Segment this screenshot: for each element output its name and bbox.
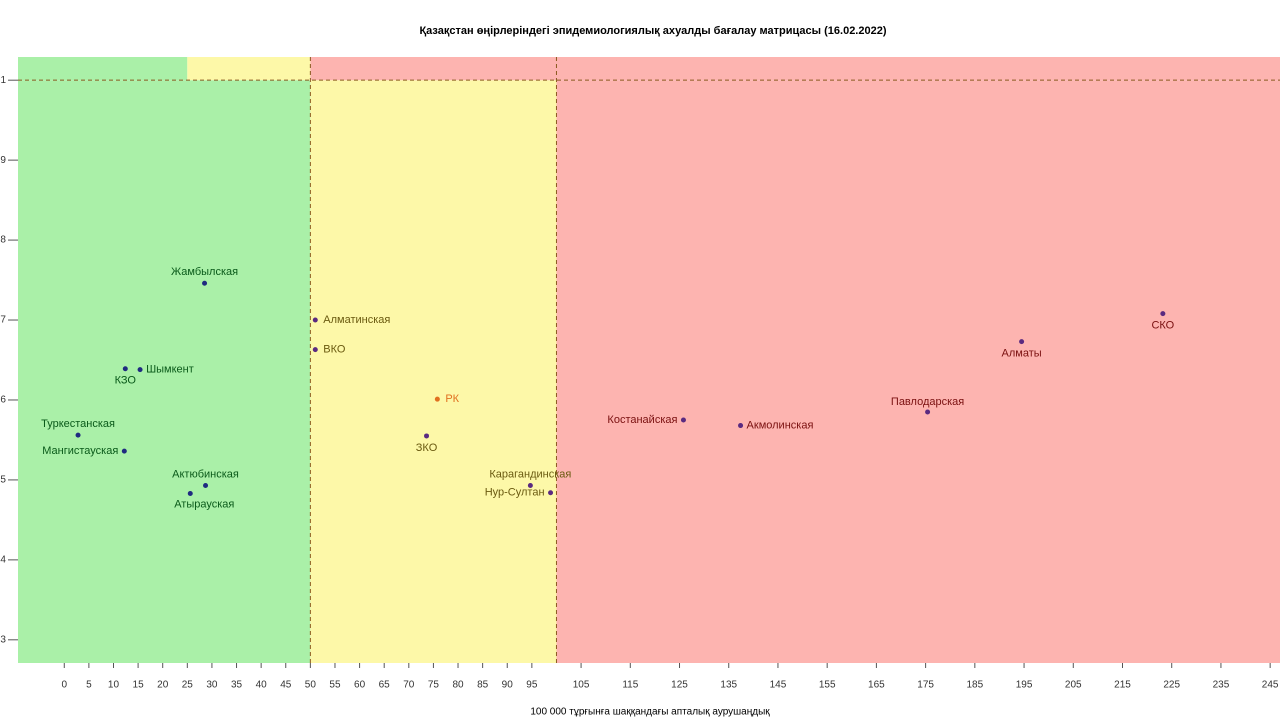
y-tick-label: 0.7 [0, 315, 6, 326]
y-tick-label: 0.5 [0, 475, 6, 486]
point-label: Акмолинская [747, 419, 814, 431]
x-tick-label: 85 [477, 680, 489, 691]
x-tick-label: 115 [622, 680, 638, 691]
x-tick-label: 30 [206, 680, 218, 691]
x-tick-label: 155 [819, 680, 836, 691]
y-tick-label: 0.9 [0, 155, 6, 166]
point-label: ВКО [323, 344, 346, 356]
y-tick-label: 0.3 [0, 634, 6, 645]
x-tick-label: 20 [157, 680, 169, 691]
zone [18, 57, 188, 81]
point-label: Павлодарская [891, 396, 964, 408]
point [424, 433, 430, 439]
x-tick-label: 55 [329, 680, 341, 691]
point-label: Карагандинская [489, 468, 571, 480]
x-tick-label: 95 [526, 680, 538, 691]
x-tick-label: 15 [133, 680, 145, 691]
chart-title: Қазақстан өңірлеріндегі эпидемиологиялық… [419, 25, 886, 37]
x-tick-label: 80 [452, 680, 464, 691]
x-tick-label: 60 [354, 680, 366, 691]
x-tick-label: 135 [720, 680, 737, 691]
point [680, 417, 686, 423]
point [122, 366, 128, 372]
point [121, 448, 127, 454]
y-tick-label: 1 [0, 75, 6, 86]
x-tick-label: 195 [1016, 680, 1033, 691]
x-tick-label: 40 [256, 680, 268, 691]
x-tick-label: 70 [403, 680, 415, 691]
point [312, 317, 318, 323]
point-label: Нур-Султан [485, 487, 545, 499]
point-label: РК [445, 393, 459, 405]
y-tick-label: 0.8 [0, 235, 6, 246]
point-label: Актюбинская [172, 468, 239, 480]
x-tick-label: 45 [280, 680, 292, 691]
zone [556, 80, 1280, 664]
y-tick-label: 0.6 [0, 395, 6, 406]
point-label: Мангистауская [42, 445, 118, 457]
x-tick-label: 185 [966, 680, 983, 691]
x-tick-label: 5 [86, 680, 92, 691]
zone [310, 80, 557, 664]
point [434, 396, 440, 402]
point [187, 491, 193, 497]
zone [310, 57, 1280, 81]
zone [187, 57, 311, 81]
x-tick-label: 145 [770, 680, 787, 691]
point [1019, 339, 1025, 345]
x-tick-label: 215 [1114, 680, 1131, 691]
x-tick-label: 235 [1213, 680, 1230, 691]
point-label: Шымкент [146, 363, 194, 375]
x-tick-label: 105 [573, 680, 590, 691]
x-tick-label: 25 [182, 680, 194, 691]
point-label: Алматинская [323, 314, 390, 326]
x-tick-label: 10 [108, 680, 120, 691]
point [312, 347, 318, 353]
x-tick-label: 75 [428, 680, 440, 691]
y-tick-label: 0.4 [0, 555, 6, 566]
x-tick-label: 205 [1065, 680, 1082, 691]
point-label: СКО [1151, 320, 1174, 332]
x-tick-label: 175 [917, 680, 934, 691]
zone [18, 80, 311, 664]
point-label: Жамбылская [171, 266, 238, 278]
point [202, 280, 208, 286]
x-tick-label: 50 [305, 680, 317, 691]
point [75, 432, 81, 438]
point-label: Костанайская [607, 414, 677, 426]
point [203, 483, 209, 489]
x-tick-label: 65 [379, 680, 391, 691]
x-tick-label: 165 [868, 680, 885, 691]
point [1160, 311, 1166, 317]
point-label: Алматы [1002, 348, 1042, 360]
x-tick-label: 90 [502, 680, 514, 691]
x-tick-label: 35 [231, 680, 243, 691]
point-label: ЗКО [416, 442, 438, 454]
point-label: КЗО [115, 375, 137, 387]
x-tick-label: 125 [671, 680, 688, 691]
point [548, 490, 554, 496]
x-tick-label: 245 [1262, 680, 1279, 691]
x-tick-label: 0 [61, 680, 67, 691]
point [137, 367, 143, 373]
point-label: Туркестанская [41, 418, 115, 430]
point [527, 483, 533, 489]
x-tick-label: 225 [1163, 680, 1180, 691]
point [738, 423, 744, 429]
point [925, 409, 931, 415]
x-axis-label: 100 000 тұрғынға шаққандағы апталық ауру… [530, 707, 770, 718]
point-label: Атырауская [174, 498, 234, 510]
